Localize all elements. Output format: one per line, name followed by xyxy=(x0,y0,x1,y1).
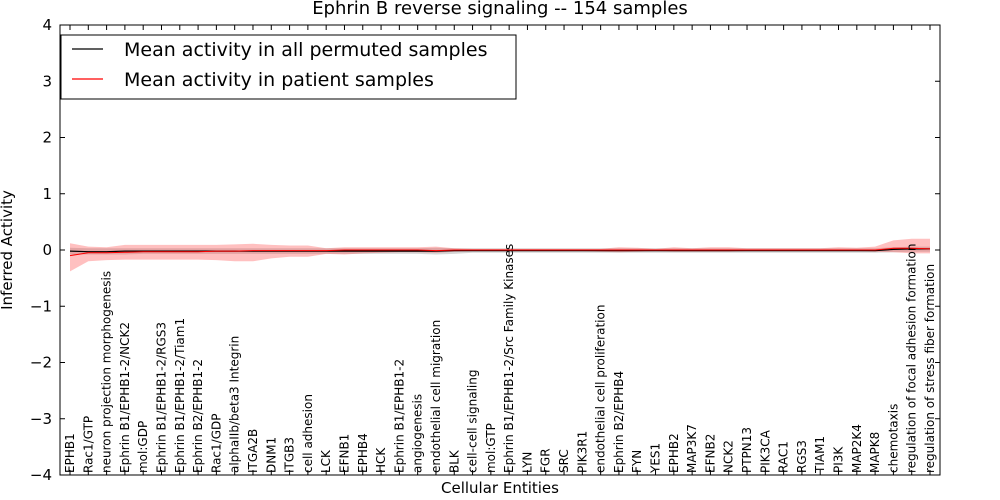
band-patient xyxy=(70,238,930,272)
y-axis-ticks: 4 3 2 1 0 −1 −2 −3 −4 xyxy=(30,16,940,484)
x-tick-label: PI3K xyxy=(832,446,846,473)
x-tick-label: Ephrin B2/EPHB4 xyxy=(612,371,626,473)
legend-label-patient: Mean activity in patient samples xyxy=(124,69,434,91)
x-tick-label: HCK xyxy=(374,447,388,473)
x-tick-label: regulation of focal adhesion formation xyxy=(905,244,919,473)
y-tick-label: 2 xyxy=(42,129,52,147)
y-tick-label: −2 xyxy=(30,354,52,372)
x-tick-label: regulation of stress fiber formation xyxy=(923,264,937,473)
x-tick-label: cell adhesion xyxy=(301,394,315,473)
x-tick-label: ITGB3 xyxy=(283,437,297,473)
x-tick-label: LCK xyxy=(319,449,333,473)
x-tick-label: endothelial cell proliferation xyxy=(594,305,608,473)
x-tick-label: MAP2K4 xyxy=(850,424,864,473)
x-axis-label: Cellular Entities xyxy=(441,479,559,497)
x-tick-label: Ephrin B1/EPHB1-2/Src Family Kinases xyxy=(502,244,516,473)
x-tick-label: TIAM1 xyxy=(813,436,827,474)
x-tick-label: LYN xyxy=(520,452,534,473)
chart-title: Ephrin B reverse signaling -- 154 sample… xyxy=(312,0,688,19)
x-tick-label: MAPK8 xyxy=(868,432,882,473)
x-tick-label: mol:GTP xyxy=(484,423,498,473)
x-tick-label: Ephrin B1/EPHB1-2/NCK2 xyxy=(118,322,132,473)
legend-box xyxy=(60,34,517,100)
y-tick-label: 4 xyxy=(42,16,52,34)
x-tick-label: SRC xyxy=(557,449,571,473)
x-tick-label: RAC1 xyxy=(777,441,791,473)
x-tick-label: DNM1 xyxy=(264,437,278,473)
x-tick-label: PIK3CA xyxy=(758,429,772,473)
y-tick-label: 0 xyxy=(42,241,52,259)
confidence-bands xyxy=(70,238,930,272)
x-tick-label: Ephrin B1/EPHB1-2/Tiam1 xyxy=(173,318,187,473)
x-tick-label: EFNB2 xyxy=(703,434,717,473)
y-tick-label: −3 xyxy=(30,410,52,428)
legend: Mean activity in all permuted samples Me… xyxy=(60,34,517,100)
x-tick-label: NCK2 xyxy=(722,440,736,473)
legend-label-permuted: Mean activity in all permuted samples xyxy=(124,39,487,61)
x-tick-label: RGS3 xyxy=(795,440,809,473)
x-tick-label: PIK3R1 xyxy=(575,431,589,473)
x-tick-label: BLK xyxy=(447,449,461,473)
x-tick-label: alphaIIb/beta3 Integrin xyxy=(228,336,242,473)
series-lines xyxy=(69,247,931,257)
x-tick-label: cell-cell signaling xyxy=(466,369,480,473)
x-tick-label: EPHB2 xyxy=(667,433,681,473)
x-tick-label: angiogenesis xyxy=(411,394,425,473)
x-tick-label: MAP3K7 xyxy=(685,424,699,473)
x-tick-label: Rac1/GDP xyxy=(209,414,223,473)
x-tick-label: Ephrin B1/EPHB1-2 xyxy=(392,359,406,473)
y-tick-label: 3 xyxy=(42,72,52,90)
x-tick-label: ITGA2B xyxy=(246,429,260,473)
series-line-patient xyxy=(69,247,931,257)
x-tick-label: Rac1/GTP xyxy=(81,416,95,473)
x-tick-label: YES1 xyxy=(649,443,663,474)
x-tick-label: FYN xyxy=(630,450,644,473)
x-tick-label: Ephrin B2/EPHB1-2 xyxy=(191,359,205,473)
x-tick-label: EPHB1 xyxy=(63,433,77,473)
x-tick-label: chemotaxis xyxy=(886,404,900,473)
x-tick-label: FGR xyxy=(539,448,553,473)
x-axis-ticks: EPHB1 Rac1/GTP neuron projection morphogen… xyxy=(63,25,937,475)
x-tick-label: neuron projection morphogenesis xyxy=(100,271,114,473)
y-tick-label: 1 xyxy=(42,185,52,203)
y-tick-label: −4 xyxy=(30,466,52,484)
x-tick-label: mol:GDP xyxy=(136,421,150,473)
x-tick-label: PTPN13 xyxy=(740,427,754,473)
x-tick-label: Ephrin B1/EPHB1-2/RGS3 xyxy=(154,322,168,473)
x-tick-label: EFNB1 xyxy=(337,434,351,473)
x-tick-label: EPHB4 xyxy=(356,433,370,473)
y-axis-label: Inferred Activity xyxy=(0,190,16,310)
x-tick-label: endothelial cell migration xyxy=(429,320,443,473)
y-tick-label: −1 xyxy=(30,297,52,315)
